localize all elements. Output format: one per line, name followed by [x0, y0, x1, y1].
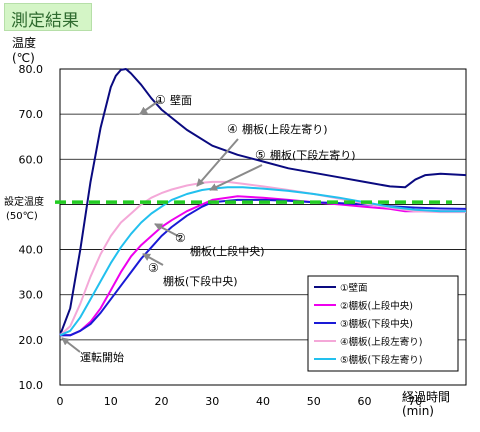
callout-arrow: [142, 253, 164, 266]
callout-label: 棚板(上段中央): [190, 244, 265, 258]
y-tick-label: 60.0: [19, 153, 44, 166]
setpoint-label-bg: [2, 193, 55, 223]
chart-title: 測定結果: [11, 11, 79, 31]
series-line-2: [60, 195, 466, 337]
legend-label: ⑤棚板(下段左寄り): [340, 354, 422, 366]
y-tick-label: 30.0: [19, 289, 44, 302]
callout-arrow: [61, 337, 81, 353]
callout-arrow: [154, 223, 181, 238]
x-tick-label: 50: [307, 395, 321, 408]
y-tick-label: 10.0: [19, 379, 44, 392]
legend-label: ④棚板(上段左寄り): [340, 336, 422, 348]
callout-number: ③: [148, 261, 159, 275]
setpoint-label-value: (50℃): [6, 211, 38, 222]
callout-number: ①: [155, 93, 166, 107]
x-axis-unit: (min): [402, 404, 434, 418]
series-line-4: [59, 180, 466, 337]
callout-number: ④: [227, 122, 238, 136]
legend-label: ③棚板(下段中央): [340, 318, 413, 330]
x-tick-label: 70: [408, 395, 422, 408]
callout-arrow: [196, 138, 239, 187]
y-tick-label: 80.0: [19, 63, 44, 76]
callout-label: 運転開始: [80, 350, 124, 364]
callout-label: 棚板(下段左寄り): [270, 148, 356, 162]
callout-arrow: [209, 164, 263, 191]
x-tick-label: 0: [57, 395, 64, 408]
chart-title-badge: 測定結果: [4, 3, 92, 31]
callout-label: 棚板(上段左寄り): [242, 122, 328, 136]
series-line-1: [59, 68, 467, 336]
legend-label: ①壁面: [340, 282, 368, 294]
callout-label: 棚板(下段中央): [163, 274, 238, 288]
callout-number: ②: [175, 231, 186, 245]
x-tick-label: 20: [155, 395, 169, 408]
callout-label: 壁面: [170, 93, 192, 107]
y-axis-title: 温度: [12, 35, 36, 50]
callout-arrow: [139, 99, 161, 115]
y-tick-label: 20.0: [19, 334, 44, 347]
series-line-5: [59, 186, 466, 337]
x-tick-label: 30: [205, 395, 219, 408]
callout-number: ⑤: [255, 148, 266, 162]
legend-label: ②棚板(上段中央): [340, 300, 413, 312]
x-axis-title: 経過時間: [402, 390, 450, 404]
x-tick-label: 40: [256, 395, 270, 408]
x-tick-label: 60: [358, 395, 372, 408]
y-tick-label: 70.0: [19, 108, 44, 121]
x-tick-label: 10: [104, 395, 118, 408]
y-axis-unit: (℃): [12, 51, 35, 65]
setpoint-label: 設定温度: [4, 195, 44, 208]
y-tick-label: 40.0: [19, 244, 44, 257]
